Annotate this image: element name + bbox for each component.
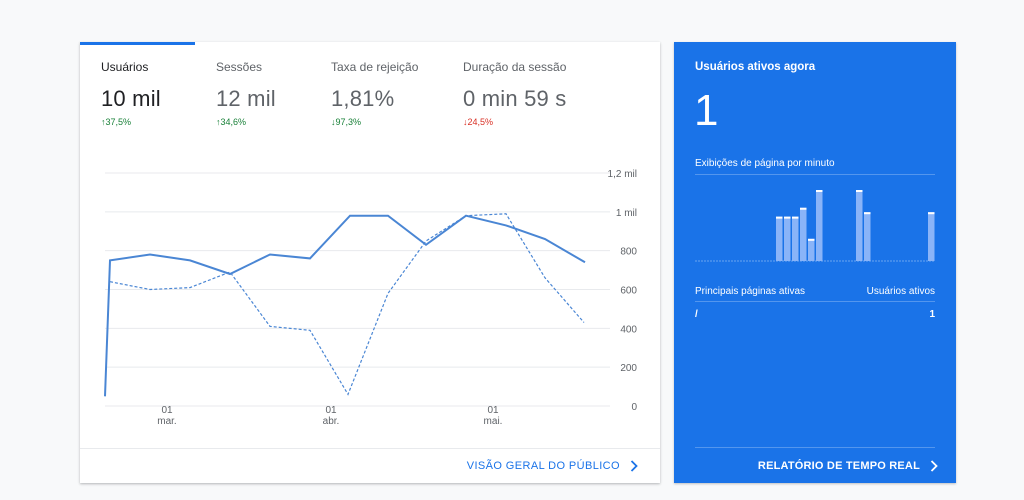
- pageview-bar-cap: [864, 212, 871, 215]
- pageview-bar-cap: [856, 190, 863, 192]
- x-tick-day: 01: [161, 405, 173, 416]
- chevron-right-icon: [930, 460, 938, 472]
- pageview-bar: [792, 216, 799, 261]
- audience-overview-card: Usuários 10 mil ↑37,5% Sessões 12 mil ↑3…: [80, 42, 660, 483]
- pageview-bar-cap: [784, 216, 791, 219]
- metric-delta: ↑37,5%: [101, 117, 132, 127]
- y-tick-label: 800: [620, 247, 637, 258]
- y-tick-label: 1,2 mil: [608, 169, 637, 180]
- metric-label: Taxa de rejeição: [331, 60, 419, 74]
- active-tab-indicator: [80, 42, 195, 45]
- divider: [695, 174, 935, 175]
- metric-value: 0 min 59 s: [463, 86, 567, 111]
- link-label: VISÃO GERAL DO PÚBLICO: [466, 460, 620, 472]
- metric-label: Duração da sessão: [463, 60, 567, 74]
- realtime-title: Usuários ativos agora: [695, 61, 816, 73]
- pageview-bar-cap: [776, 216, 783, 219]
- arrow-down-icon: ↓: [331, 117, 336, 127]
- metric-label: Sessões: [216, 60, 263, 74]
- metric-delta: ↑34,6%: [216, 117, 247, 127]
- x-tick-day: 01: [487, 405, 499, 416]
- metric-value: 10 mil: [101, 86, 161, 111]
- y-tick-label: 0: [631, 402, 637, 413]
- series-line-solid: [104, 214, 586, 397]
- active-page-path[interactable]: /: [695, 309, 698, 320]
- metric-value: 1,81%: [331, 86, 395, 111]
- y-tick-label: 1 mil: [616, 208, 637, 219]
- column-header-users: Usuários ativos: [866, 286, 935, 297]
- audience-overview-link[interactable]: VISÃO GERAL DO PÚBLICO: [467, 460, 638, 472]
- pageviews-bar-chart: [695, 190, 935, 262]
- arrow-up-icon: ↑: [216, 117, 221, 127]
- column-header-pages: Principais páginas ativas: [695, 286, 806, 297]
- divider: [80, 448, 660, 449]
- pageview-bar: [808, 238, 815, 261]
- metric-value: 12 mil: [216, 86, 276, 111]
- pageview-bar: [856, 190, 863, 261]
- metric-tab-sessions[interactable]: Sessões 12 mil ↑34,6%: [216, 60, 276, 127]
- metric-delta: ↓97,3%: [331, 117, 362, 127]
- pageview-bar: [784, 216, 791, 261]
- arrow-up-icon: ↑: [101, 117, 106, 127]
- pageview-bar: [800, 207, 807, 261]
- arrow-down-icon: ↓: [463, 117, 468, 127]
- metric-tab-bounce-rate[interactable]: Taxa de rejeição 1,81% ↓97,3%: [331, 60, 418, 127]
- x-tick-day: 01: [325, 405, 337, 416]
- realtime-card: Usuários ativos agora 1 Exibições de pág…: [674, 42, 956, 483]
- pageviews-label: Exibições de página por minuto: [695, 158, 835, 169]
- y-tick-label: 600: [620, 286, 637, 297]
- realtime-report-link[interactable]: RELATÓRIO DE TEMPO REAL: [758, 460, 938, 472]
- chevron-right-icon: [630, 460, 638, 472]
- pageview-bar-cap: [808, 238, 815, 241]
- y-tick-label: 200: [620, 363, 637, 374]
- divider: [695, 447, 935, 448]
- pageview-bar: [864, 212, 871, 261]
- pageview-bar: [928, 212, 935, 261]
- x-tick-month: abr.: [323, 416, 340, 427]
- link-label: RELATÓRIO DE TEMPO REAL: [757, 460, 920, 472]
- metric-tab-users[interactable]: Usuários 10 mil ↑37,5%: [101, 60, 161, 127]
- metric-tab-session-duration[interactable]: Duração da sessão 0 min 59 s ↓24,5%: [463, 60, 567, 127]
- y-tick-label: 400: [620, 324, 637, 335]
- pageview-bar-cap: [928, 212, 935, 215]
- x-tick-month: mar.: [157, 416, 176, 427]
- pageview-bar-cap: [816, 190, 823, 192]
- metric-label: Usuários: [101, 60, 149, 74]
- metric-delta: ↓24,5%: [463, 117, 494, 127]
- series-line-dashed: [109, 213, 585, 396]
- x-tick-month: mai.: [484, 416, 503, 427]
- active-page-users: 1: [929, 309, 935, 320]
- pageview-bar: [776, 216, 783, 261]
- divider: [695, 301, 935, 302]
- pageview-bar-cap: [800, 207, 807, 210]
- pageview-bar: [816, 190, 823, 261]
- pageview-bar-cap: [792, 216, 799, 219]
- active-users-count: 1: [694, 86, 719, 135]
